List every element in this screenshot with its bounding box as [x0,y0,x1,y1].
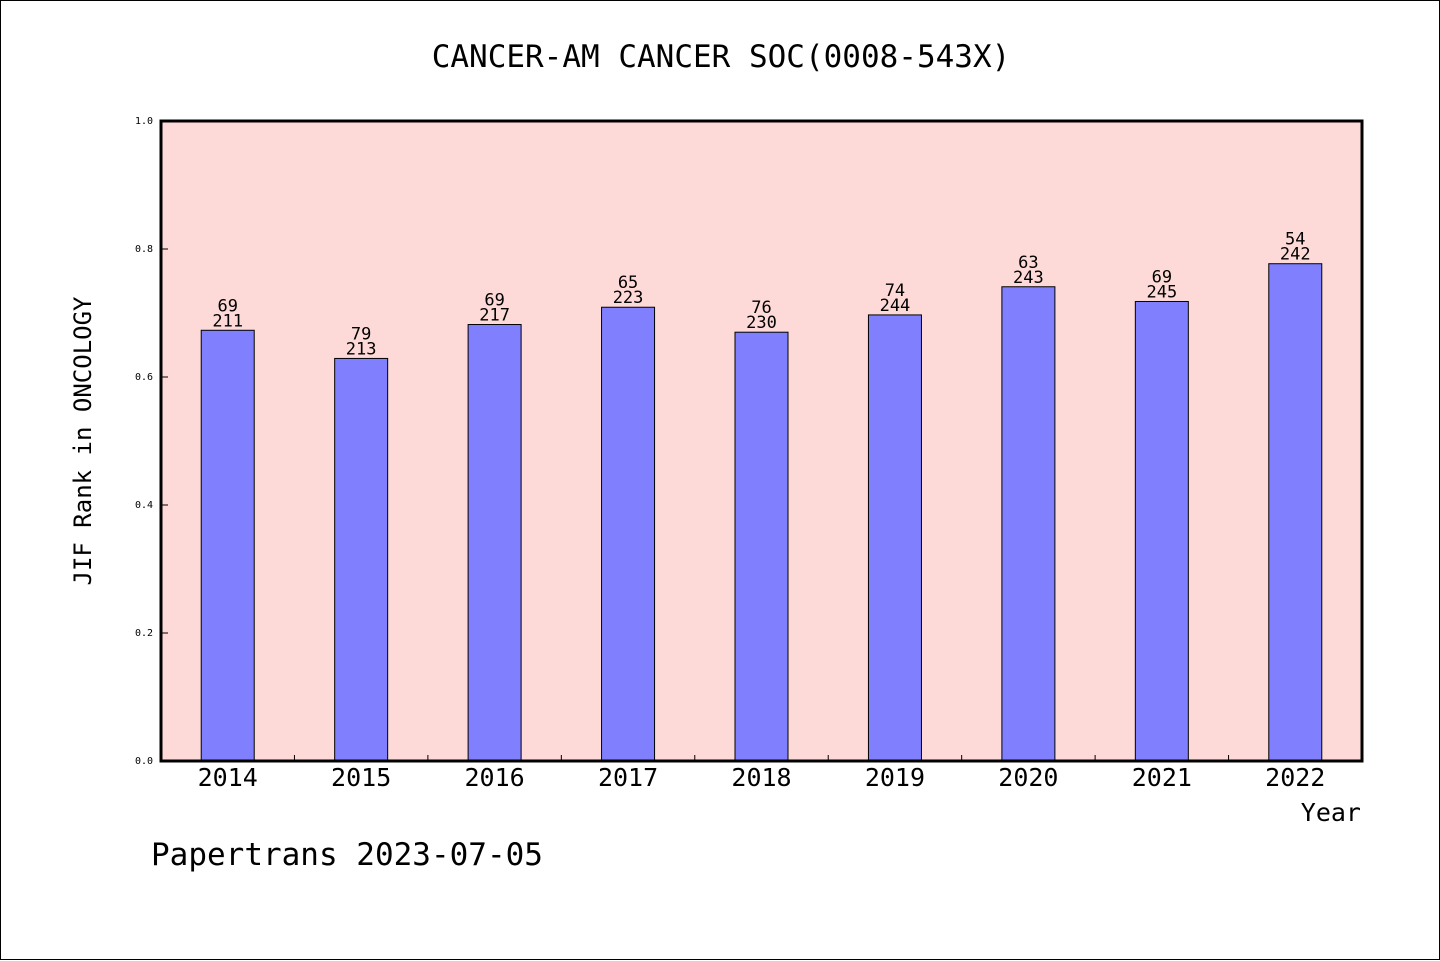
x-axis: 2014 2015 2016 2017 2018 2019 2020 2021 2022 [198,755,1325,792]
y-axis-label: JIF Rank in ONCOLOGY [69,296,97,586]
x-tick-label: 2014 [198,763,258,792]
bar-2015 [334,357,389,762]
bar-2016 [467,324,522,762]
bar-2014 [200,329,255,762]
bar-rank-label: 63 [1018,253,1038,273]
bar-rank-label: 65 [618,273,638,293]
x-tick-label: 2016 [465,763,525,792]
bar-rank-label: 69 [484,291,504,311]
bar-2021 [1134,300,1189,762]
bar-total-label: 245 [1146,282,1177,302]
bar-2020 [1001,286,1056,762]
bar-rank-label: 79 [351,324,371,344]
x-tick-label: 2019 [865,763,925,792]
x-axis-label: Year [1301,798,1361,827]
y-tick-label: 0.0 [135,756,153,767]
bar-total-label: 242 [1280,245,1311,265]
y-tick-label: 1.0 [135,116,153,127]
bar-total-label: 213 [346,339,377,359]
chart-title: CANCER-AM CANCER SOC(0008-543X) [432,39,1011,75]
bar-rank-label: 54 [1285,230,1305,250]
bar-total-label: 217 [479,306,510,326]
bar-rank-label: 74 [885,281,905,301]
y-tick-label: 0.4 [135,500,153,511]
y-tick-label: 0.2 [135,628,153,639]
bar-total-label: 230 [746,313,777,333]
bar-total-label: 244 [880,296,911,316]
bar-rank-label: 69 [1152,267,1172,287]
x-tick-label: 2015 [331,763,391,792]
bar-total-label: 223 [613,288,644,308]
x-tick-label: 2021 [1132,763,1192,792]
bar-rank-label: 76 [751,298,771,318]
bar-total-label: 211 [212,311,243,331]
x-tick-label: 2018 [731,763,791,792]
x-tick-label: 2022 [1265,763,1325,792]
footer-credit: Papertrans 2023-07-05 [151,837,543,873]
bar-2019 [867,314,922,762]
y-tick-label: 0.6 [135,372,153,383]
bar-2018 [734,331,789,762]
x-tick-label: 2020 [998,763,1058,792]
bar-2022 [1268,263,1323,762]
x-tick-label: 2017 [598,763,658,792]
bar-2017 [601,306,656,762]
bar-rank-label: 69 [217,296,237,316]
bar-total-label: 243 [1013,268,1044,288]
plot-border [159,119,1364,763]
y-tick-label: 0.8 [135,244,153,255]
